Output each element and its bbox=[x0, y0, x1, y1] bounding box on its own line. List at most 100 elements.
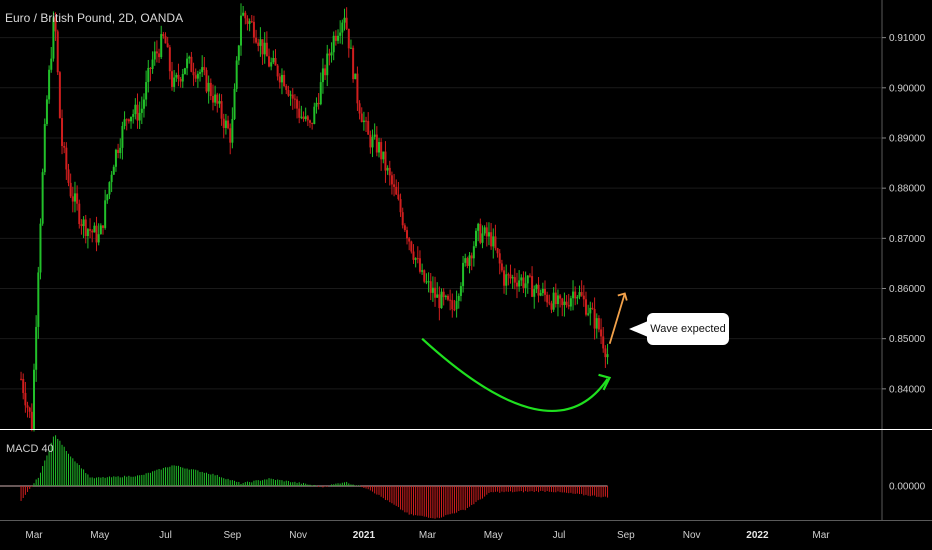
candle-body bbox=[140, 108, 143, 113]
candle-body bbox=[567, 304, 570, 307]
upward-arrow-head bbox=[617, 292, 628, 301]
candle-body bbox=[485, 227, 488, 237]
expected-wave-curve bbox=[421, 337, 609, 412]
candle-body bbox=[377, 142, 380, 153]
candle-body bbox=[125, 119, 128, 121]
candle-body bbox=[304, 116, 307, 119]
candle-body bbox=[78, 203, 81, 225]
candle-body bbox=[123, 119, 126, 127]
candle-body bbox=[442, 291, 445, 298]
candle-body bbox=[352, 47, 355, 80]
candle-body bbox=[546, 294, 549, 303]
candle-body bbox=[35, 326, 38, 370]
wave-expected-callout[interactable]: Wave expected bbox=[647, 313, 729, 345]
candle-body bbox=[207, 82, 210, 92]
candle-body bbox=[574, 291, 577, 299]
y-tick-label: 0.87000 bbox=[889, 234, 926, 245]
candle-body bbox=[293, 98, 296, 100]
candle-body bbox=[410, 241, 413, 252]
candle-body bbox=[214, 94, 217, 103]
candle-body bbox=[339, 32, 342, 36]
candle-body bbox=[418, 258, 421, 272]
candle-body bbox=[242, 12, 245, 16]
candle-body bbox=[354, 73, 357, 80]
x-tick-label: Nov bbox=[683, 530, 701, 541]
candle-body bbox=[255, 37, 258, 43]
candle-body bbox=[80, 224, 83, 227]
candle-body bbox=[250, 21, 253, 23]
candle-body bbox=[106, 194, 109, 201]
candle-body bbox=[263, 42, 266, 55]
candle-body bbox=[324, 68, 327, 76]
y-tick-label: 0.90000 bbox=[889, 83, 926, 94]
candle-body bbox=[358, 103, 361, 114]
candle-body bbox=[528, 275, 531, 277]
x-tick-label: May bbox=[484, 530, 503, 541]
candle-body bbox=[349, 47, 352, 49]
candle-body bbox=[475, 230, 478, 247]
candle-body bbox=[591, 307, 594, 310]
y-tick-label: 0.89000 bbox=[889, 133, 926, 144]
candle-body bbox=[108, 182, 111, 195]
candle-body bbox=[244, 12, 247, 19]
candle-body bbox=[401, 212, 404, 226]
candle-body bbox=[477, 223, 480, 231]
candle-body bbox=[548, 302, 551, 304]
candle-body bbox=[326, 53, 329, 76]
candle-body bbox=[462, 262, 465, 287]
candle-body bbox=[289, 94, 292, 96]
candle-body bbox=[192, 71, 195, 76]
candle-body bbox=[531, 276, 534, 297]
candle-body bbox=[425, 281, 428, 283]
x-tick-label: Jul bbox=[159, 530, 172, 541]
candle-body bbox=[280, 74, 283, 83]
candle-body bbox=[99, 225, 102, 235]
candle-body bbox=[168, 47, 171, 72]
candle-body bbox=[403, 225, 406, 231]
candle-body bbox=[515, 282, 518, 287]
candle-body bbox=[332, 35, 335, 53]
candle-body bbox=[145, 82, 148, 100]
candle-body bbox=[52, 17, 55, 59]
candle-body bbox=[429, 281, 432, 293]
candle-body bbox=[201, 67, 204, 73]
callout-pointer bbox=[629, 321, 648, 337]
candle-body bbox=[112, 166, 115, 175]
candle-body bbox=[414, 258, 417, 260]
candle-body bbox=[505, 274, 508, 286]
candle-body bbox=[559, 295, 562, 299]
candle-body bbox=[490, 232, 493, 247]
candle-body bbox=[63, 146, 66, 148]
candle-body bbox=[520, 277, 523, 281]
candle-body bbox=[503, 270, 506, 286]
grid-lines bbox=[0, 37, 882, 390]
candle-body bbox=[345, 17, 348, 29]
candle-body bbox=[235, 60, 238, 89]
candle-body bbox=[37, 272, 40, 327]
candle-body bbox=[479, 223, 482, 243]
candle-body bbox=[22, 379, 25, 393]
candle-body bbox=[179, 79, 182, 82]
candle-body bbox=[399, 199, 402, 213]
candle-body bbox=[337, 35, 340, 41]
candle-body bbox=[43, 124, 46, 173]
candle-body bbox=[177, 74, 180, 80]
candle-body bbox=[431, 287, 434, 293]
candle-body bbox=[69, 182, 72, 197]
x-tick-label: Mar bbox=[812, 530, 830, 541]
x-tick-label: Sep bbox=[617, 530, 635, 541]
candle-body bbox=[229, 128, 232, 143]
candle-body bbox=[86, 229, 89, 236]
candle-body bbox=[375, 134, 378, 153]
x-tick-label: 2022 bbox=[746, 530, 769, 541]
y-tick-label: 0.85000 bbox=[889, 334, 926, 345]
candle-body bbox=[470, 255, 473, 259]
candle-body bbox=[61, 118, 64, 147]
candle-body bbox=[522, 277, 525, 288]
candle-body bbox=[390, 175, 393, 185]
candle-body bbox=[595, 318, 598, 329]
candle-body bbox=[153, 51, 156, 60]
forecast-drawing bbox=[421, 292, 628, 412]
x-tick-label: Sep bbox=[223, 530, 241, 541]
